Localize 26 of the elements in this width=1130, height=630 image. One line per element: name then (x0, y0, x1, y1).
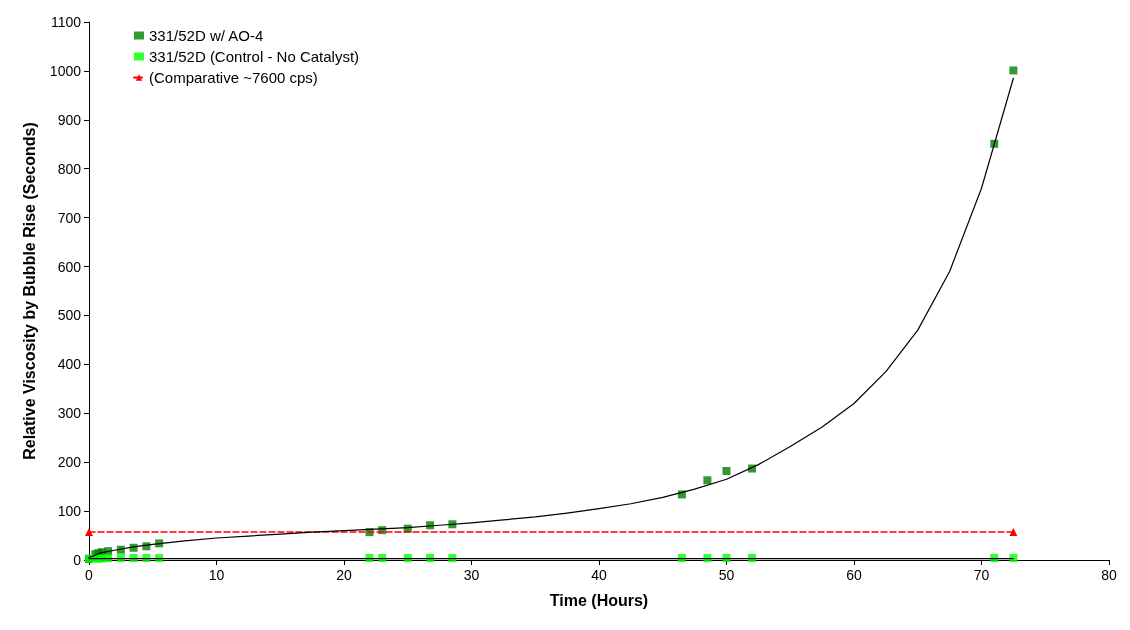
y-tick-label: 400 (57, 356, 82, 373)
x-tick-label: 20 (336, 567, 352, 583)
x-tick-label: 30 (463, 567, 480, 583)
x-tick-label: 0 (85, 567, 94, 583)
x-tick-label: 50 (718, 567, 735, 583)
y-tick-label: 800 (57, 160, 82, 177)
x-tick-label: 10 (208, 567, 225, 583)
x-axis-title: Time (Hours) (549, 591, 649, 609)
y-tick-label: 900 (57, 111, 82, 128)
y-tick-label: 1100 (50, 14, 82, 30)
y-tick-label: 100 (57, 503, 82, 520)
legend-label: 331/52D (Control - No Catalyst) (149, 48, 360, 65)
y-tick-label: 200 (57, 454, 82, 471)
y-tick-label: 300 (57, 405, 82, 422)
x-tick-label: 60 (846, 567, 862, 583)
y-tick-label: 600 (57, 258, 82, 275)
legend-label: 331/52D w/ AO-4 (149, 27, 264, 44)
y-tick-label: 0 (73, 552, 82, 568)
y-tick-label: 1000 (49, 62, 82, 79)
y-axis-title: Relative Viscosity by Bubble Rise (Seconds) (20, 122, 38, 460)
x-tick-label: 40 (591, 567, 607, 583)
x-tick-label: 80 (1101, 567, 1117, 583)
y-tick-label: 700 (57, 209, 82, 226)
x-tick-label: 70 (973, 567, 990, 583)
legend-label: (Comparative ~7600 cps) (149, 69, 318, 86)
y-tick-label: 500 (57, 307, 82, 324)
